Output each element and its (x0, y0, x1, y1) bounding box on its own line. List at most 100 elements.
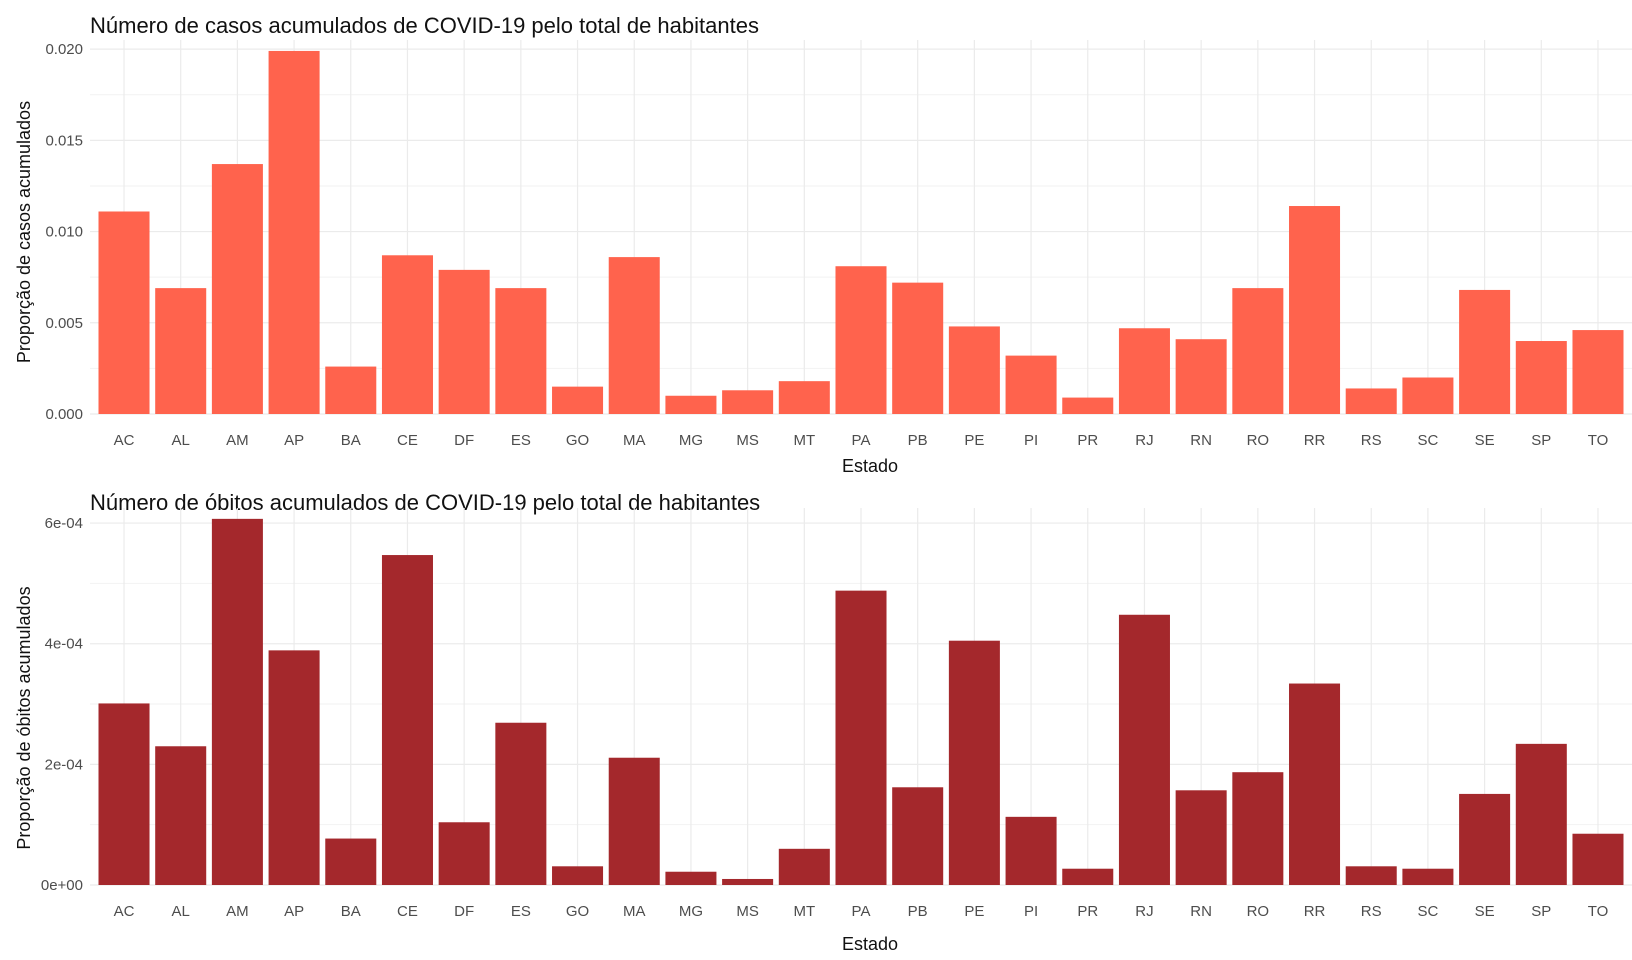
x-tick-label: RS (1361, 432, 1382, 449)
x-tick-label: PR (1077, 432, 1098, 449)
bar-to (1572, 833, 1624, 885)
bar-mt (778, 848, 830, 885)
x-tick-label: MS (736, 903, 759, 920)
bar-pi (1005, 355, 1057, 414)
bar-ro (1232, 288, 1284, 414)
bar-sc (1402, 868, 1454, 885)
x-tick-label: AC (114, 903, 135, 920)
bar-rr (1289, 206, 1341, 414)
x-tick-label: AM (226, 432, 249, 449)
x-tick-label: TO (1588, 903, 1609, 920)
bar-ro (1232, 772, 1284, 885)
y-tick-label: 2e-04 (45, 756, 83, 773)
cases-chart: Número de casos acumulados de COVID-19 p… (14, 13, 1632, 476)
x-tick-label: MT (793, 432, 815, 449)
bar-ap (268, 50, 320, 414)
y-tick-label: 0.010 (45, 224, 83, 241)
bar-ms (722, 878, 774, 885)
bar-pe (948, 326, 1000, 414)
x-tick-label: ES (511, 903, 531, 920)
bar-sp (1515, 743, 1567, 885)
x-tick-label: GO (566, 903, 589, 920)
x-tick-label: PB (908, 432, 928, 449)
x-tick-label: AL (172, 432, 190, 449)
x-tick-label: RO (1247, 903, 1270, 920)
x-tick-label: RN (1190, 432, 1212, 449)
bar-df (438, 269, 490, 414)
chart-panel-cases: Número de casos acumulados de COVID-19 p… (14, 13, 1632, 476)
bar-pa (835, 590, 887, 885)
x-tick-label: PR (1077, 903, 1098, 920)
bar-ba (325, 366, 377, 414)
bar-ac (98, 703, 150, 885)
x-tick-label: PE (964, 432, 984, 449)
bar-rj (1118, 328, 1170, 414)
bar-sp (1515, 341, 1567, 414)
bar-al (155, 746, 207, 885)
y-tick-label: 6e-04 (45, 515, 83, 532)
bar-rn (1175, 790, 1227, 885)
x-tick-label: CE (397, 432, 418, 449)
bar-rj (1118, 614, 1170, 885)
x-tick-label: CE (397, 903, 418, 920)
bar-es (495, 288, 547, 414)
x-tick-label: RR (1304, 903, 1326, 920)
x-tick-label: AC (114, 432, 135, 449)
x-tick-label: TO (1588, 432, 1609, 449)
x-tick-label: MA (623, 432, 646, 449)
bar-go (552, 866, 604, 885)
bar-pi (1005, 816, 1057, 885)
y-axis-title: Proporção de óbitos acumulados (14, 586, 34, 849)
x-tick-label: RS (1361, 903, 1382, 920)
bar-ma (608, 757, 660, 885)
y-axis-title: Proporção de casos acumulados (14, 101, 34, 363)
bar-ma (608, 257, 660, 414)
bar-pe (948, 640, 1000, 885)
x-tick-label: SC (1417, 432, 1438, 449)
bar-es (495, 722, 547, 885)
x-tick-label: SE (1475, 432, 1495, 449)
x-tick-label: RR (1304, 432, 1326, 449)
bar-pb (892, 787, 944, 885)
bar-mg (665, 395, 717, 414)
chart-title: Número de óbitos acumulados de COVID-19 … (90, 490, 760, 515)
y-tick-label: 0e+00 (41, 877, 83, 894)
y-tick-label: 0.015 (45, 132, 83, 149)
x-tick-label: PA (852, 903, 871, 920)
bar-pb (892, 282, 944, 414)
x-tick-label: RJ (1135, 903, 1153, 920)
bar-mt (778, 381, 830, 414)
bar-rr (1289, 683, 1341, 885)
bar-sc (1402, 377, 1454, 414)
bar-ce (381, 555, 433, 885)
x-tick-label: SE (1475, 903, 1495, 920)
x-tick-label: PI (1024, 903, 1038, 920)
x-tick-label: BA (341, 432, 361, 449)
x-tick-label: RO (1247, 432, 1270, 449)
deaths-chart: Número de óbitos acumulados de COVID-19 … (14, 490, 1632, 954)
x-tick-label: PA (852, 432, 871, 449)
bar-pr (1062, 868, 1114, 885)
x-tick-label: PE (964, 903, 984, 920)
bar-pa (835, 266, 887, 414)
bar-ms (722, 390, 774, 414)
bar-se (1459, 289, 1511, 414)
bar-ba (325, 838, 377, 885)
bar-mg (665, 871, 717, 885)
x-tick-label: SP (1531, 903, 1551, 920)
x-tick-label: SP (1531, 432, 1551, 449)
bar-rs (1345, 866, 1397, 885)
x-tick-label: MS (736, 432, 759, 449)
x-tick-label: SC (1417, 903, 1438, 920)
x-tick-label: AL (172, 903, 190, 920)
x-tick-label: MA (623, 903, 646, 920)
x-tick-label: RJ (1135, 432, 1153, 449)
x-tick-label: MG (679, 432, 703, 449)
bar-se (1459, 793, 1511, 885)
x-tick-label: PB (908, 903, 928, 920)
x-tick-label: AP (284, 432, 304, 449)
bar-ap (268, 650, 320, 885)
bar-al (155, 288, 207, 414)
bar-ce (381, 255, 433, 414)
bar-rn (1175, 339, 1227, 414)
